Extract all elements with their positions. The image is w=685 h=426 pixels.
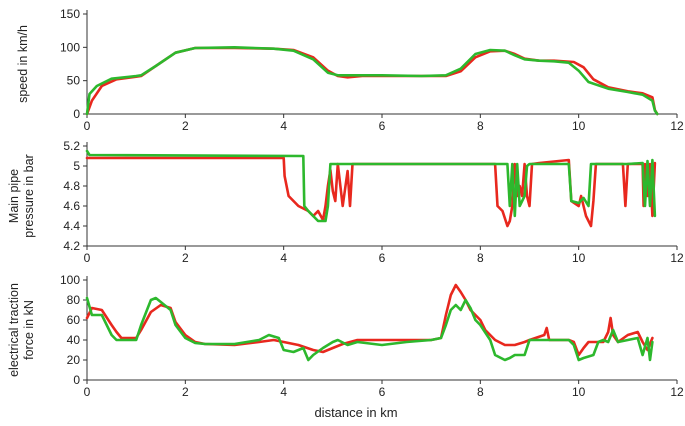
x-tick-label-0-3: 6	[379, 119, 386, 133]
y-axis-label-1: Main pipepressure in bar	[7, 154, 36, 237]
y-tick-label-0-2: 100	[60, 40, 80, 54]
y-tick-label-0-3: 150	[60, 7, 80, 21]
series-line-0-1	[85, 46, 659, 116]
x-tick-label-0-6: 12	[670, 119, 684, 133]
x-tick-label-1-4: 8	[477, 251, 484, 265]
x-tick-label-1-3: 6	[379, 251, 386, 265]
x-tick-label-0-2: 4	[280, 119, 287, 133]
y-tick-label-1-3: 4.8	[63, 179, 80, 193]
x-tick-label-2-5: 10	[572, 385, 586, 399]
x-tick-label-2-4: 8	[477, 385, 484, 399]
series-line-0-0	[85, 46, 659, 116]
y-tick-label-0-1: 50	[67, 74, 81, 88]
y-tick-label-1-0: 4.2	[63, 239, 80, 253]
y-tick-label-2-3: 60	[67, 313, 81, 327]
x-tick-label-2-1: 2	[182, 385, 189, 399]
x-tick-label-2-2: 4	[280, 385, 287, 399]
x-tick-label-0-5: 10	[572, 119, 586, 133]
x-tick-label-0-0: 0	[84, 119, 91, 133]
x-tick-label-1-2: 4	[280, 251, 287, 265]
series-line-1-1	[85, 149, 657, 223]
y-tick-label-1-4: 5	[73, 159, 80, 173]
x-tick-label-1-5: 10	[572, 251, 586, 265]
y-tick-label-1-1: 4.4	[63, 219, 80, 233]
y-tick-label-2-5: 100	[60, 273, 80, 287]
y-tick-label-2-0: 0	[73, 373, 80, 387]
y-tick-label-2-2: 40	[67, 333, 81, 347]
x-tick-label-2-0: 0	[84, 385, 91, 399]
x-tick-label-1-1: 2	[182, 251, 189, 265]
x-tick-label-0-1: 2	[182, 119, 189, 133]
x-tick-label-0-4: 8	[477, 119, 484, 133]
y-tick-label-0-0: 0	[73, 107, 80, 121]
series-line-2-1	[85, 296, 654, 362]
x-tick-label-1-0: 0	[84, 251, 91, 265]
y-axis-label-2: electrical tractionforce in kN	[7, 283, 36, 377]
y-tick-label-2-1: 20	[67, 353, 81, 367]
y-tick-label-1-2: 4.6	[63, 199, 80, 213]
x-axis-label-2: distance in km	[314, 405, 397, 420]
x-tick-label-2-3: 6	[379, 385, 386, 399]
y-tick-label-1-5: 5.2	[63, 139, 80, 153]
x-tick-label-2-6: 12	[670, 385, 684, 399]
y-axis-label-0: speed in km/h	[16, 25, 30, 103]
y-tick-label-2-4: 80	[67, 293, 81, 307]
x-tick-label-1-6: 12	[670, 251, 684, 265]
